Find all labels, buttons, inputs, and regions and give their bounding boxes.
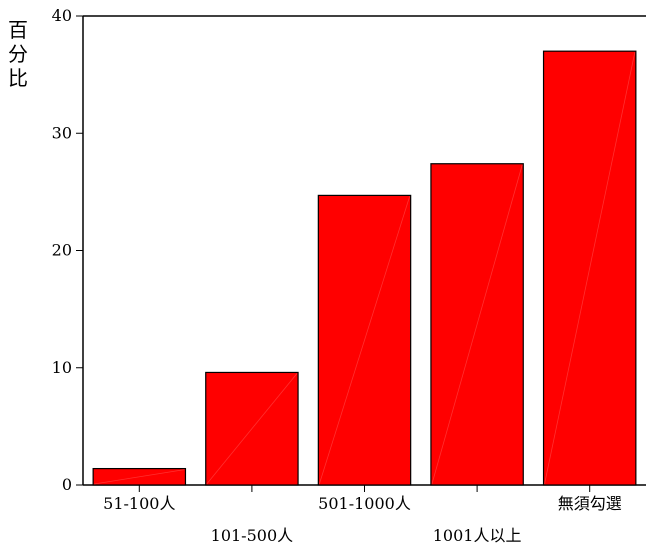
- bar-3: [430, 163, 524, 486]
- y-axis-label: 百分比: [8, 18, 28, 90]
- bar-2: [317, 194, 412, 486]
- bar-sheen-3: [431, 164, 523, 485]
- bar-sheen-0: [94, 469, 185, 485]
- x-tick-label-4: 無須勾選: [558, 494, 622, 513]
- x-tick-label-2: 501-1000人: [318, 494, 411, 513]
- y-tick-label-3: 30: [52, 123, 72, 142]
- y-tick-label-4: 40: [52, 6, 72, 25]
- bar-sheen-4: [544, 52, 636, 485]
- y-tick-label-1: 10: [52, 358, 72, 377]
- bar-1: [205, 371, 299, 486]
- bar-sheen-1: [206, 373, 298, 485]
- bar-4: [542, 50, 637, 486]
- y-tick-label-2: 20: [52, 241, 72, 260]
- bar-sheen-2: [318, 196, 411, 485]
- y-tick-label-0: 0: [62, 475, 72, 494]
- x-tick-label-1: 101-500人: [211, 526, 294, 545]
- x-tick-label-3: 1001人以上: [433, 526, 522, 545]
- x-tick-label-0: 51-100人: [103, 494, 175, 513]
